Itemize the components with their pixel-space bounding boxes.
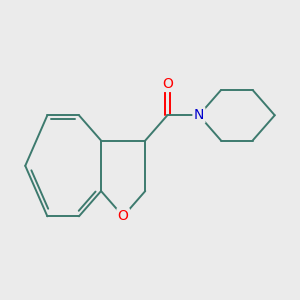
Text: O: O: [118, 209, 129, 223]
Text: N: N: [194, 108, 204, 122]
Text: O: O: [162, 77, 173, 91]
